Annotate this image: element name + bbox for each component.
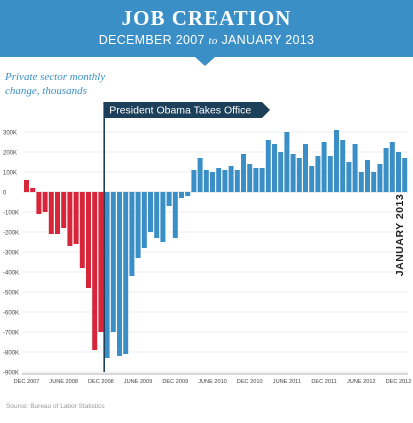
y-tick-label: 0 (3, 191, 7, 197)
bar-after (253, 168, 259, 192)
bar-after (191, 170, 197, 192)
y-tick-label: -100K (3, 211, 19, 217)
y-axis-label: Private sector monthly change, thousands (5, 71, 106, 97)
bar-after (148, 192, 153, 232)
bar-after (104, 192, 110, 358)
bar-after (296, 158, 302, 192)
y-tick-label: -800K (3, 351, 19, 357)
bar-after (389, 142, 395, 192)
bar-after (290, 154, 296, 192)
bar-after (402, 158, 408, 192)
bar-after (247, 164, 253, 192)
x-tick-label: JUNE 2011 (273, 379, 301, 385)
bar-after (197, 158, 203, 192)
x-tick-label: DEC 2009 (162, 379, 188, 385)
bar-after (321, 142, 327, 192)
y-tick-label: -300K (3, 251, 19, 257)
header-banner: JOB CREATION DECEMBER 2007 to JANUARY 20… (0, 0, 413, 57)
bar-after (210, 172, 215, 192)
x-tick-label: DEC 2011 (311, 379, 336, 385)
x-tick-label: DEC 2012 (386, 379, 412, 385)
bar-after (303, 144, 308, 192)
bar-after (117, 192, 122, 356)
annotation-label: President Obama Takes Office (109, 105, 251, 117)
y-tick-label: -400K (3, 271, 19, 277)
chart-title: JOB CREATION (121, 6, 292, 30)
bar-after (278, 152, 284, 192)
chart-subtitle: DECEMBER 2007 to JANUARY 2013 (0, 33, 413, 47)
x-tick-label: DEC 2007 (14, 379, 40, 385)
bar-after (396, 152, 401, 192)
bar-before (30, 188, 36, 192)
y-tick-label: 300K (3, 131, 17, 137)
bar-after (110, 192, 116, 332)
bar-before (67, 192, 73, 246)
x-tick-label: JUNE 2012 (347, 379, 376, 385)
bar-after (358, 172, 364, 192)
bar-after (203, 170, 209, 192)
bar-before (73, 192, 79, 244)
bar-before (48, 192, 54, 234)
bar-after (222, 170, 228, 192)
bar-after (129, 192, 135, 276)
bar-before (86, 192, 91, 288)
bar-after (272, 144, 277, 192)
bar-after (259, 168, 265, 192)
x-tick-label: JUNE 2008 (49, 379, 78, 385)
y-tick-label: -500K (3, 291, 19, 297)
bar-before (92, 192, 98, 350)
subtitle-end: JANUARY 2013 (221, 33, 315, 47)
bar-before (55, 192, 60, 234)
y-tick-label: -700K (3, 331, 19, 337)
bar-after (154, 192, 160, 238)
bar-after (340, 140, 346, 192)
bar-after (172, 192, 178, 238)
bar-after (166, 192, 172, 206)
bar-after (365, 160, 370, 192)
bar-before (61, 192, 67, 228)
y-tick-label: -600K (3, 311, 19, 317)
x-tick-label: DEC 2008 (88, 379, 114, 385)
bar-after (228, 166, 234, 192)
end-label: JANUARY 2013 (394, 193, 406, 277)
bar-after (179, 192, 184, 198)
x-tick-label: JUNE 2010 (198, 379, 227, 385)
bar-after (346, 162, 352, 192)
bar-after (315, 156, 321, 192)
bar-after (216, 168, 222, 192)
bar-before (42, 192, 48, 212)
bar-after (327, 156, 333, 192)
x-tick-label: DEC 2010 (237, 379, 263, 385)
bar-after (234, 170, 240, 192)
bar-after (141, 192, 147, 248)
bar-after (185, 192, 191, 196)
bar-after (352, 144, 358, 192)
bar-before (24, 180, 29, 192)
bar-after (383, 148, 389, 192)
x-tick-label: JUNE 2009 (124, 379, 153, 385)
subtitle-start: DECEMBER 2007 (98, 33, 205, 47)
bar-before (98, 192, 104, 332)
bar-after (160, 192, 166, 242)
bar-after (309, 166, 315, 192)
y-tick-label: -900K (3, 371, 19, 377)
source-note: Source: Bureau of Labor Statistics (6, 403, 105, 410)
bar-after (371, 172, 377, 192)
y-tick-label: 200K (3, 151, 17, 157)
y-tick-label: -200K (3, 231, 19, 237)
annotation-flag (104, 102, 270, 118)
y-tick-label: 100K (3, 171, 17, 177)
bar-after (123, 192, 129, 354)
bar-after (241, 154, 246, 192)
bar-after (377, 164, 383, 192)
bar-after (334, 130, 339, 192)
bar-before (79, 192, 85, 268)
header-pointer (195, 57, 215, 66)
bar-before (36, 192, 42, 214)
bar-after (135, 192, 141, 258)
bar-after (265, 140, 271, 192)
bar-after (284, 132, 290, 192)
subtitle-connector: to (208, 35, 218, 47)
